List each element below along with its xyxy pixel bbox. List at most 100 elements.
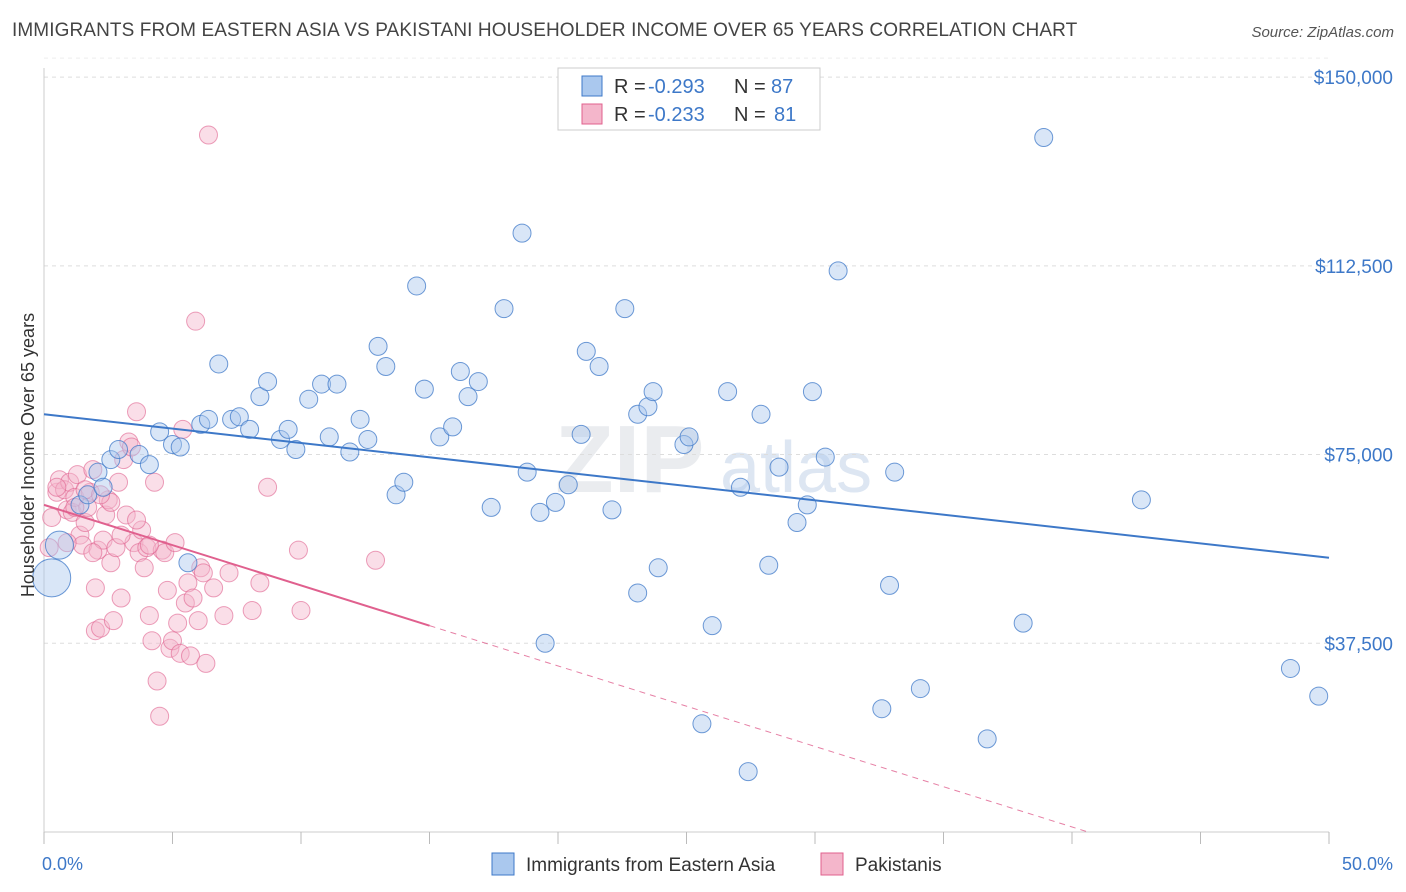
eastern-asia-point	[815, 447, 835, 467]
eastern-asia-point	[299, 389, 319, 409]
pakistanis-point	[116, 505, 136, 525]
eastern-asia-point	[787, 512, 807, 532]
eastern-asia-point	[88, 462, 108, 482]
eastern-asia-point	[1280, 658, 1300, 678]
eastern-asia-point	[414, 379, 434, 399]
eastern-asia-point	[170, 437, 190, 457]
pakistanis-point	[219, 563, 239, 583]
eastern-asia-point	[910, 679, 930, 699]
eastern-asia-point	[32, 558, 72, 598]
legend-blue-n-label: N =	[734, 76, 766, 98]
pakistanis-point	[106, 538, 126, 558]
eastern-asia-point	[558, 475, 578, 495]
bottom-legend-swatch-pink	[820, 852, 844, 876]
x-tick-label-max: 50.0%	[1342, 854, 1393, 874]
eastern-asia-point	[198, 409, 218, 429]
pakistanis-point	[291, 601, 311, 621]
eastern-asia-point	[430, 427, 450, 447]
eastern-asia-point	[44, 530, 74, 560]
eastern-asia-point	[250, 387, 270, 407]
eastern-asia-point	[535, 633, 555, 653]
pakistanis-point	[157, 580, 177, 600]
eastern-asia-point	[517, 462, 537, 482]
pakistanis-point	[183, 588, 203, 608]
eastern-asia-point	[759, 555, 779, 575]
eastern-asia-trend-line	[43, 413, 1330, 559]
eastern-asia-point	[222, 409, 242, 429]
eastern-asia-point	[494, 299, 514, 319]
eastern-asia-point	[358, 429, 378, 449]
eastern-asia-point	[751, 404, 771, 424]
eastern-asia-points	[32, 127, 1329, 782]
eastern-asia-point	[458, 387, 478, 407]
pakistanis-point	[111, 588, 131, 608]
pakistanis-trend-extension	[429, 625, 1089, 833]
y-tick-label: $150,000	[1314, 68, 1393, 89]
axes: $37,500 $75,000 $112,500 $150,000 0.0% 50.0%	[42, 68, 1393, 874]
pakistanis-point	[258, 477, 278, 497]
pakistanis-point	[178, 573, 198, 593]
pakistanis-point	[186, 311, 206, 331]
x-tick-label-min: 0.0%	[42, 854, 83, 874]
pakistanis-point	[139, 606, 159, 626]
eastern-asia-point	[350, 409, 370, 429]
eastern-asia-point	[450, 362, 470, 382]
pakistanis-point	[160, 638, 180, 658]
legend-pink-n-label: N =	[734, 104, 766, 126]
pakistanis-point	[42, 507, 62, 527]
pakistanis-point	[366, 550, 386, 570]
pakistanis-point	[83, 543, 103, 563]
bottom-legend: Immigrants from Eastern Asia Pakistanis	[491, 852, 942, 876]
eastern-asia-point	[319, 427, 339, 447]
eastern-asia-point	[286, 440, 306, 460]
pakistanis-point	[75, 512, 95, 532]
pakistanis-point	[101, 553, 121, 573]
chart-title: IMMIGRANTS FROM EASTERN ASIA VS PAKISTAN…	[12, 20, 1078, 41]
eastern-asia-point	[828, 261, 848, 281]
y-tick-label: $112,500	[1315, 257, 1393, 278]
pakistanis-point	[198, 125, 218, 145]
eastern-asia-point	[643, 382, 663, 402]
pakistanis-point	[147, 671, 167, 691]
eastern-asia-point	[571, 424, 591, 444]
eastern-asia-point	[628, 404, 648, 424]
pakistanis-point	[168, 613, 188, 633]
legend-blue-r-label: R =	[614, 76, 646, 98]
pakistanis-point	[39, 538, 59, 558]
eastern-asia-point	[602, 500, 622, 520]
eastern-asia-point	[178, 553, 198, 573]
pakistanis-point	[47, 477, 67, 497]
y-axis-label: Householder Income Over 65 years	[18, 313, 38, 597]
pakistanis-point	[137, 538, 157, 558]
pakistanis-point	[139, 535, 159, 555]
gridlines	[44, 57, 1329, 644]
legend-swatch-pink	[581, 103, 603, 125]
eastern-asia-point	[109, 440, 129, 460]
eastern-asia-point	[129, 445, 149, 465]
pakistanis-point	[85, 621, 105, 641]
pakistanis-point	[83, 460, 103, 480]
eastern-asia-point	[443, 417, 463, 437]
eastern-asia-point	[615, 299, 635, 319]
eastern-asia-point	[872, 699, 892, 719]
eastern-asia-point	[229, 407, 249, 427]
eastern-asia-point	[468, 372, 488, 392]
eastern-asia-point	[368, 336, 388, 356]
eastern-asia-point	[802, 382, 822, 402]
eastern-asia-point	[376, 356, 396, 376]
pakistanis-point	[204, 578, 224, 598]
trend-lines	[43, 413, 1330, 833]
eastern-asia-point	[679, 427, 699, 447]
eastern-asia-point	[394, 472, 414, 492]
eastern-asia-point	[880, 575, 900, 595]
legend-swatch-blue	[581, 75, 603, 97]
legend-pink-r-label: R =	[614, 104, 646, 126]
eastern-asia-point	[885, 462, 905, 482]
eastern-asia-point	[93, 477, 113, 497]
eastern-asia-point	[163, 434, 182, 454]
eastern-asia-point	[628, 583, 648, 603]
legend-blue-n-value: 87	[771, 76, 793, 98]
eastern-asia-point	[327, 374, 347, 394]
pakistanis-point	[150, 706, 170, 726]
